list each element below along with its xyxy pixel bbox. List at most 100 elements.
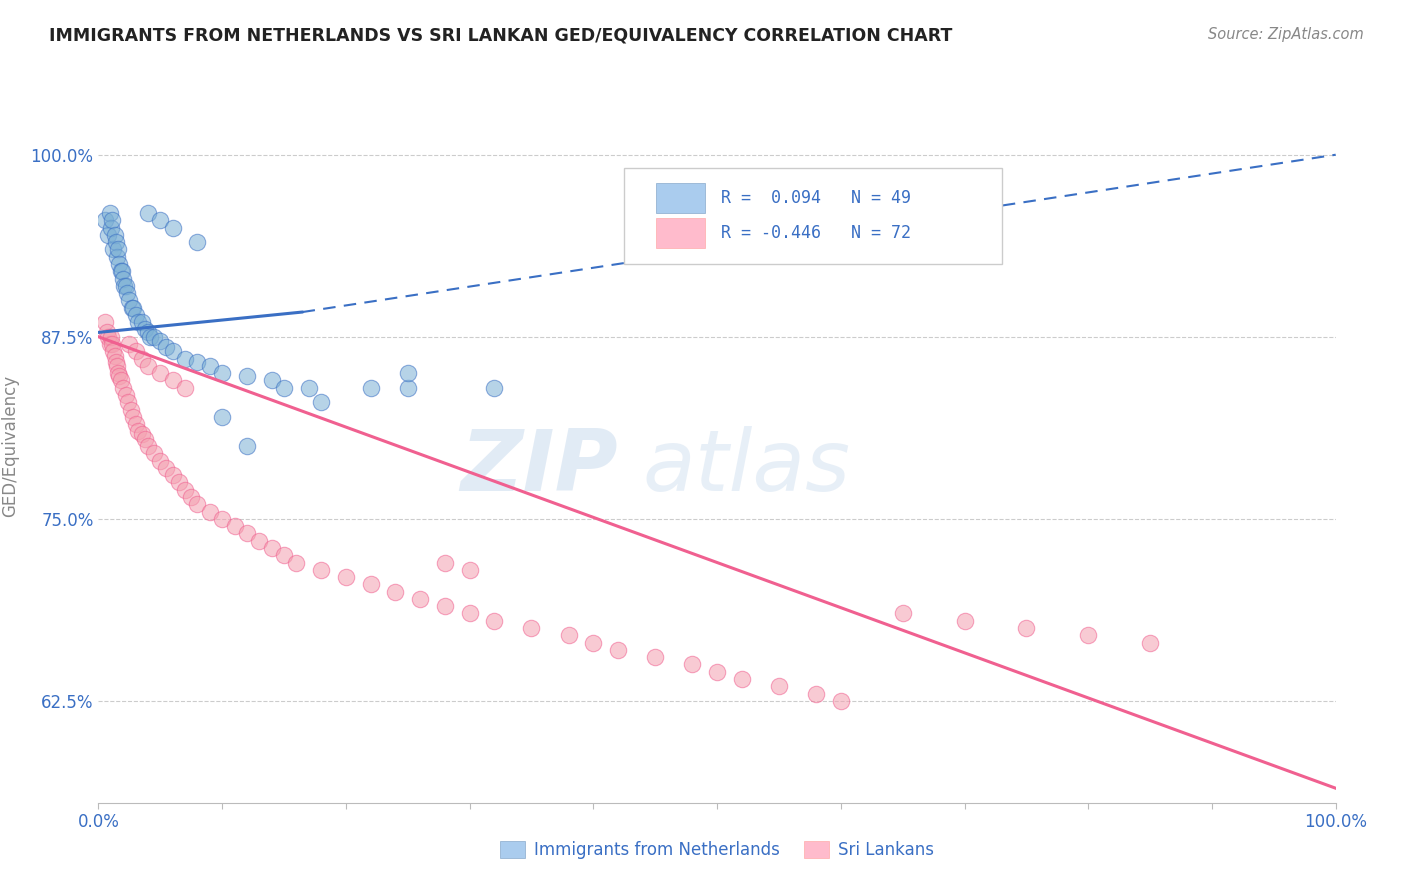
Point — [114, 278, 136, 293]
Point — [298, 381, 321, 395]
Point — [107, 243, 129, 257]
Point — [396, 366, 419, 380]
Point — [124, 417, 146, 432]
Point — [127, 315, 149, 329]
Point — [360, 577, 382, 591]
Point — [186, 354, 208, 368]
Point — [120, 402, 142, 417]
Point — [139, 330, 162, 344]
Point — [108, 369, 131, 384]
Point — [118, 293, 141, 308]
Point — [768, 679, 790, 693]
Point — [180, 490, 202, 504]
Point — [309, 395, 332, 409]
Y-axis label: GED/Equivalency: GED/Equivalency — [1, 375, 20, 517]
Point — [111, 264, 134, 278]
Point — [198, 359, 221, 373]
Point — [136, 206, 159, 220]
Point — [236, 369, 259, 384]
Point — [143, 446, 166, 460]
Text: Source: ZipAtlas.com: Source: ZipAtlas.com — [1208, 27, 1364, 42]
Point — [174, 351, 197, 366]
Point — [110, 264, 132, 278]
Point — [118, 337, 141, 351]
Point — [117, 395, 139, 409]
Point — [484, 614, 506, 628]
Point — [186, 497, 208, 511]
Text: R = -0.446   N = 72: R = -0.446 N = 72 — [721, 225, 911, 243]
Point — [136, 326, 159, 340]
Point — [104, 235, 127, 249]
Point — [285, 556, 308, 570]
Point — [103, 349, 125, 363]
Point — [105, 250, 128, 264]
Point — [162, 344, 184, 359]
Point — [247, 533, 270, 548]
Point — [122, 409, 145, 424]
Point — [211, 366, 233, 380]
Point — [103, 227, 125, 242]
Point — [155, 460, 177, 475]
Point — [97, 227, 120, 242]
Point — [273, 548, 295, 562]
Point — [236, 439, 259, 453]
Point — [260, 374, 283, 388]
FancyBboxPatch shape — [657, 183, 704, 212]
Point — [134, 432, 156, 446]
Point — [112, 278, 135, 293]
Point — [458, 607, 481, 621]
Point — [103, 344, 125, 359]
Point — [124, 308, 146, 322]
Point — [101, 337, 124, 351]
Text: R =  0.094   N = 49: R = 0.094 N = 49 — [721, 189, 911, 207]
FancyBboxPatch shape — [657, 219, 704, 248]
Text: ZIP: ZIP — [460, 425, 619, 509]
Point — [520, 621, 543, 635]
Point — [101, 213, 124, 227]
Point — [110, 374, 132, 388]
Point — [122, 301, 145, 315]
Point — [186, 235, 208, 249]
Point — [124, 344, 146, 359]
Point — [115, 286, 138, 301]
Point — [149, 366, 172, 380]
Text: IMMIGRANTS FROM NETHERLANDS VS SRI LANKAN GED/EQUIVALENCY CORRELATION CHART: IMMIGRANTS FROM NETHERLANDS VS SRI LANKA… — [49, 27, 953, 45]
Point — [167, 475, 190, 490]
Point — [112, 271, 135, 285]
Point — [891, 607, 914, 621]
Point — [409, 591, 432, 606]
Point — [236, 526, 259, 541]
Point — [143, 330, 166, 344]
Point — [131, 315, 153, 329]
Point — [396, 381, 419, 395]
Point — [309, 563, 332, 577]
Point — [706, 665, 728, 679]
Point — [121, 301, 143, 315]
Point — [484, 381, 506, 395]
Point — [114, 388, 136, 402]
Point — [174, 381, 197, 395]
Point — [433, 599, 456, 614]
Point — [107, 366, 129, 380]
Point — [155, 340, 177, 354]
Point — [162, 220, 184, 235]
FancyBboxPatch shape — [624, 168, 1001, 264]
Text: atlas: atlas — [643, 425, 851, 509]
Point — [98, 337, 121, 351]
Point — [97, 330, 120, 344]
Point — [582, 635, 605, 649]
Point — [136, 359, 159, 373]
Point — [1015, 621, 1038, 635]
Point — [1077, 628, 1099, 642]
Point — [731, 672, 754, 686]
Point — [557, 628, 579, 642]
Point — [131, 427, 153, 442]
Point — [93, 315, 115, 329]
Point — [174, 483, 197, 497]
Point — [335, 570, 357, 584]
Point — [100, 330, 122, 344]
Point — [134, 322, 156, 336]
Point — [433, 556, 456, 570]
Point — [149, 213, 172, 227]
Point — [198, 504, 221, 518]
